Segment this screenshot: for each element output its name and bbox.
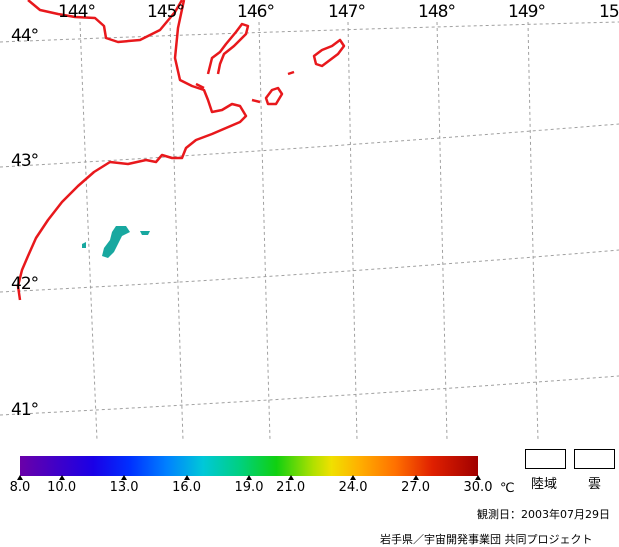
kunashiri-coast [195,82,205,90]
temperature-unit: ℃ [500,481,515,496]
sst-patch [102,226,130,258]
colorbar-tick-mark [121,475,128,480]
longitude-label: 149° [508,2,546,22]
meridian-line [347,21,358,440]
parallel-line [0,375,619,416]
colorbar-tick-mark [350,475,357,480]
longitude-label: 148° [418,2,456,22]
latitude-label: 44° [11,26,39,46]
sst-patch [82,242,86,248]
shiretoko-coast [206,22,250,75]
longitude-label: 147° [328,2,366,22]
colorbar-tick-label: 21.0 [276,480,306,495]
colorbar-tick-label: 27.0 [401,480,431,495]
latitude-label: 41° [11,400,39,420]
sea-surface-temperature-map [0,0,619,440]
longitude-label: 145° [147,2,185,22]
small-islet [287,70,295,76]
cloud-legend-swatch [574,449,615,469]
meridian-line [527,21,539,440]
colorbar-tick-label: 19.0 [234,480,264,495]
colorbar-tick-mark [412,475,419,480]
parallel-line [0,249,619,293]
colorbar-tick-mark [246,475,252,480]
longitude-label: 15 [599,2,619,22]
cloud-legend-label: 雲 [588,477,602,492]
meridian-line [169,21,184,440]
meridian-line [258,21,271,440]
lat-lon-grid [0,21,619,440]
meridian-line [436,21,448,440]
colorbar-tick-label: 10.0 [47,480,77,495]
longitude-label: 146° [237,2,275,22]
latitude-label: 43° [11,151,39,171]
observation-date: 観測日：2003年07月29日 [477,508,610,521]
colorbar-tick-mark [17,475,23,480]
colorbar-tick-label: 16.0 [172,480,202,495]
hokkaido-north-coast [27,0,184,44]
colorbar-tick-label: 13.0 [109,480,139,495]
colorbar-tick-label: 30.0 [463,480,493,495]
project-credit: 岩手県／宇宙開発事業団 共同プロジェクト [380,533,593,546]
temperature-colorbar [20,456,478,476]
colorbar-tick-label: 8.0 [9,480,31,495]
colorbar-tick-mark [287,475,294,480]
parallel-line [0,123,619,168]
land-legend-label: 陸域 [531,477,558,492]
sst-patch [140,231,150,235]
colorbar-tick-mark [58,475,65,480]
parallel-line [0,21,619,43]
colorbar-tick-mark [475,475,481,480]
land-legend-swatch [525,449,566,469]
latitude-label: 42° [11,274,39,294]
colorbar-tick-mark [183,475,190,480]
meridian-line [79,21,98,440]
sst-observation-patches [82,226,150,258]
colorbar-tick-label: 24.0 [338,480,368,495]
longitude-label: 144° [58,2,96,22]
shikotan-coast [264,86,284,106]
coastline [16,0,346,301]
habomai-islet [251,98,261,104]
nemuro-peninsula-coast [16,0,248,301]
etorofu-coast [312,38,346,68]
